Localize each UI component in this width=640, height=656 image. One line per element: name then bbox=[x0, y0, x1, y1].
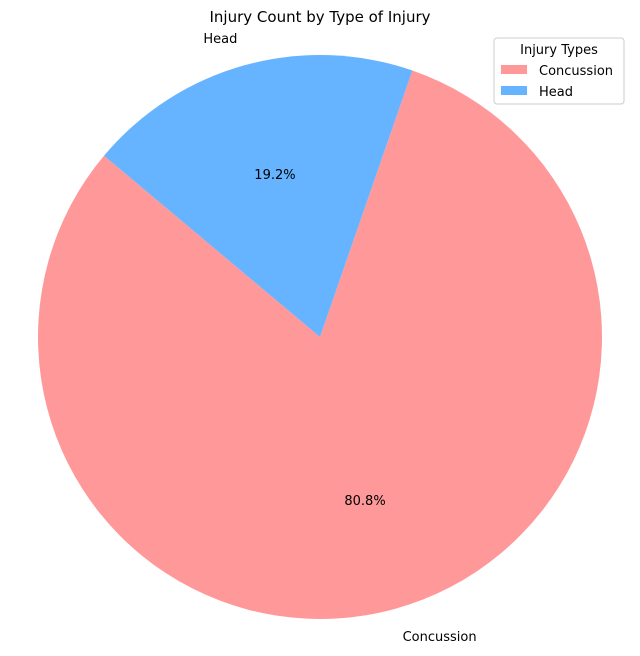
legend: Injury Types Concussion Head bbox=[493, 37, 625, 105]
chart-title: Injury Count by Type of Injury bbox=[210, 8, 431, 26]
pie-category-label-concussion: Concussion bbox=[403, 630, 477, 645]
legend-label-concussion: Concussion bbox=[539, 64, 613, 79]
pie-category-label-head: Head bbox=[203, 32, 237, 47]
legend-swatch-concussion bbox=[501, 65, 527, 74]
legend-label-head: Head bbox=[539, 85, 573, 100]
pie-labels: 80.8% Concussion 19.2% Head bbox=[203, 32, 476, 645]
pie-percent-label-head: 19.2% bbox=[254, 168, 295, 183]
legend-title: Injury Types bbox=[520, 43, 598, 58]
pie-slice-concussion bbox=[38, 70, 602, 620]
pie-slices bbox=[38, 54, 602, 620]
legend-swatch-head bbox=[501, 86, 527, 95]
pie-percent-label-concussion: 80.8% bbox=[344, 494, 385, 509]
pie-slice-head bbox=[103, 54, 413, 337]
